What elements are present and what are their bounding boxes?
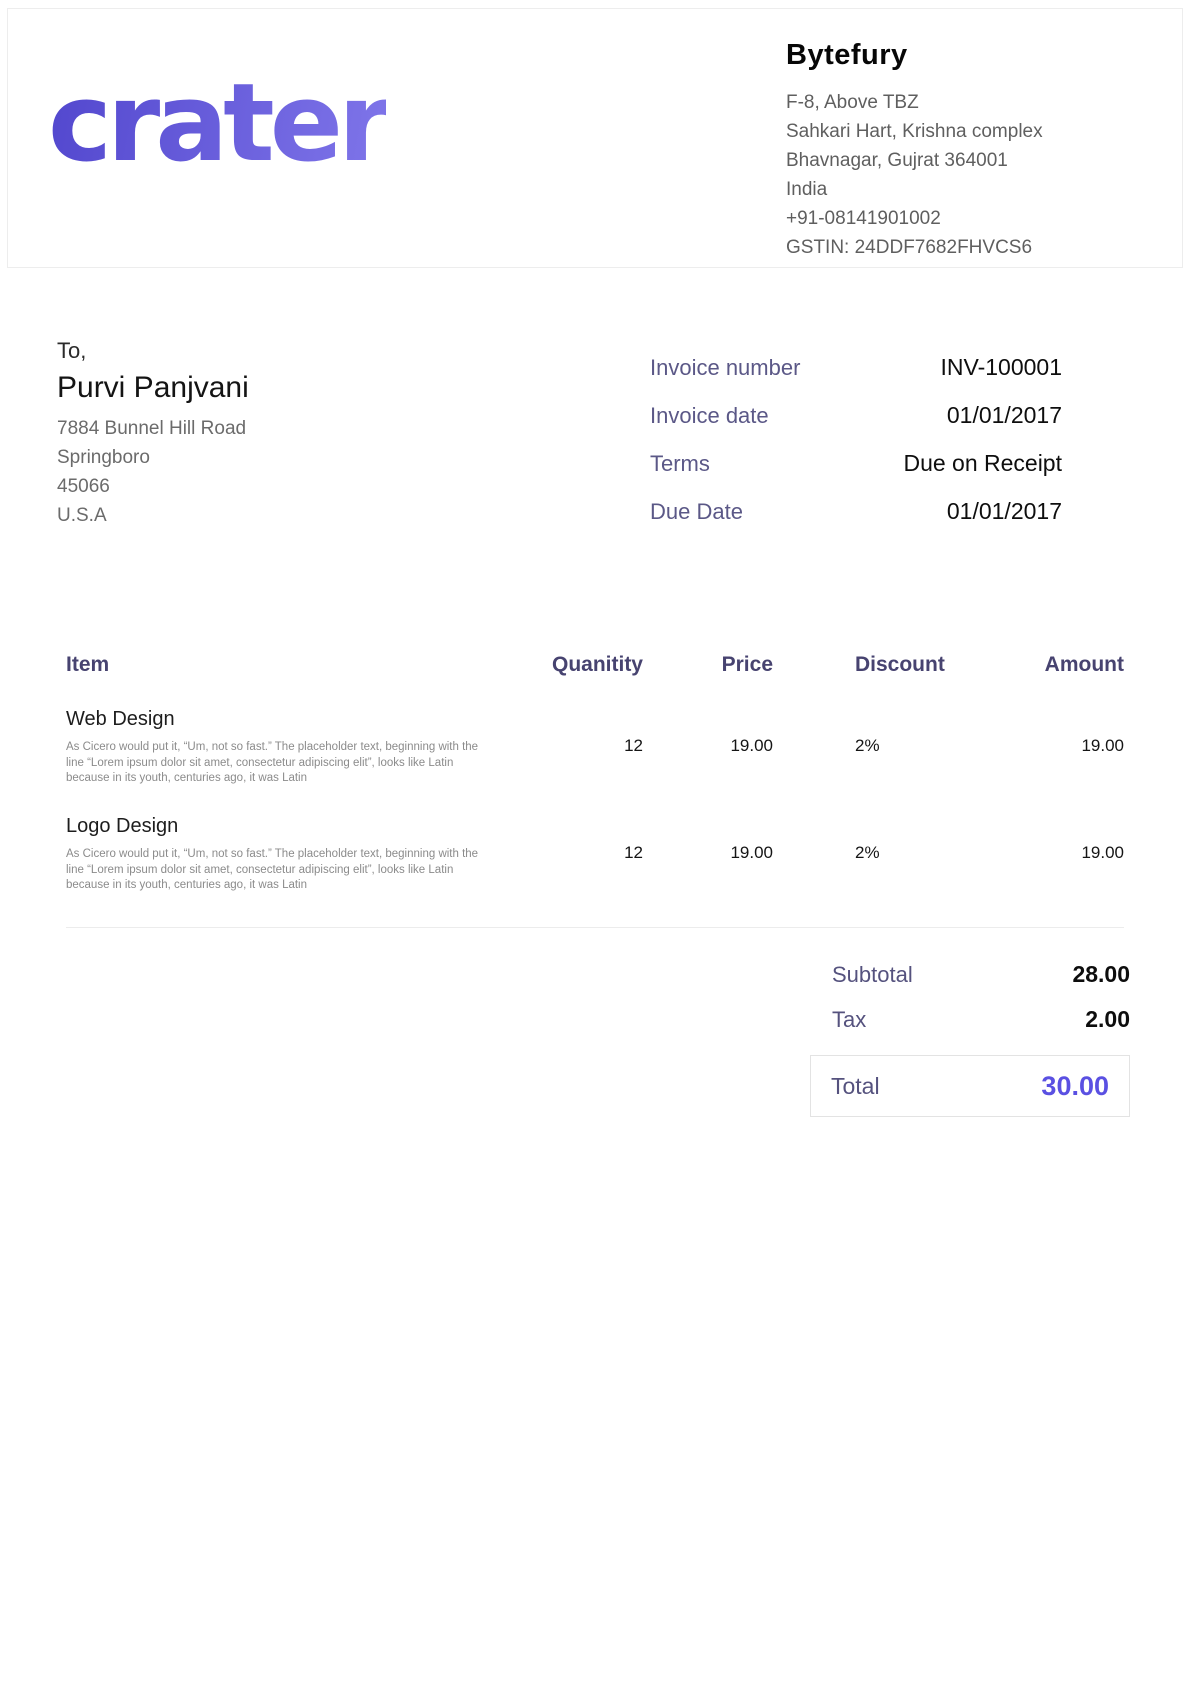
invoice-date-label: Invoice date	[650, 403, 769, 428]
terms-value: Due on Receipt	[903, 450, 1062, 476]
subtotal-label: Subtotal	[832, 962, 913, 987]
item-discount: 2%	[855, 843, 880, 863]
item-price: 19.00	[730, 736, 773, 756]
total-value: 30.00	[1041, 1070, 1109, 1101]
company-address-line: Bhavnagar, Gujrat 364001	[786, 150, 1008, 171]
invoice-number-value: INV-100001	[940, 354, 1062, 380]
item-name: Web Design	[66, 708, 175, 730]
item-column-header: Item	[66, 653, 110, 676]
terms-label: Terms	[650, 451, 710, 476]
invoice-date-row: Invoice date 01/01/2017	[650, 400, 1062, 431]
item-discount: 2%	[855, 736, 880, 756]
tax-value: 2.00	[1085, 1006, 1130, 1032]
company-info: Bytefury F-8, Above TBZ Sahkari Hart, Kr…	[786, 39, 1166, 262]
item-description: As Cicero would put it, “Um, not so fast…	[66, 848, 479, 891]
crater-logo: crater	[48, 61, 391, 186]
company-address: F-8, Above TBZ Sahkari Hart, Krishna com…	[786, 88, 1166, 262]
due-date-row: Due Date 01/01/2017	[650, 496, 1062, 527]
totals-block: Subtotal 28.00 Tax 2.00 Total 30.00	[810, 960, 1130, 1117]
terms-row: Terms Due on Receipt	[650, 448, 1062, 479]
invoice-number-label: Invoice number	[650, 355, 801, 380]
company-name: Bytefury	[786, 39, 908, 71]
customer-address-line: 7884 Bunnel Hill Road	[57, 418, 247, 439]
item-name: Logo Design	[66, 815, 179, 837]
table-row: Logo Design As Cicero would put it, “Um,…	[66, 813, 1124, 894]
amount-column-header: Amount	[1044, 653, 1124, 676]
company-address-line: Sahkari Hart, Krishna complex	[786, 121, 1043, 142]
item-description: As Cicero would put it, “Um, not so fast…	[66, 741, 479, 784]
item-price: 19.00	[730, 843, 773, 863]
tax-row: Tax 2.00	[810, 1005, 1130, 1034]
total-box: Total 30.00	[810, 1055, 1130, 1117]
company-gstin: GSTIN: 24DDF7682FHVCS6	[786, 237, 1033, 258]
customer-address-line: Springboro	[57, 447, 150, 468]
customer-address: 7884 Bunnel Hill Road Springboro 45066 U…	[57, 414, 487, 530]
item-amount: 19.00	[1081, 843, 1124, 863]
price-column-header: Price	[721, 653, 773, 676]
quantity-column-header: Quanitity	[551, 653, 643, 676]
invoice-number-row: Invoice number INV-100001	[650, 352, 1062, 383]
table-bottom-divider	[66, 927, 1124, 928]
invoice-date-value: 01/01/2017	[946, 402, 1062, 428]
subtotal-value: 28.00	[1072, 961, 1130, 987]
due-date-label: Due Date	[650, 499, 743, 524]
due-date-value: 01/01/2017	[946, 498, 1062, 524]
subtotal-row: Subtotal 28.00	[810, 960, 1130, 989]
item-quantity: 12	[624, 736, 643, 756]
total-label: Total	[831, 1072, 880, 1099]
invoice-header: crater Bytefury F-8, Above TBZ Sahkari H…	[7, 8, 1183, 268]
item-cell: Web Design As Cicero would put it, “Um, …	[66, 706, 500, 787]
company-phone: +91-08141901002	[786, 208, 941, 229]
bill-to-block: To, Purvi Panjvani 7884 Bunnel Hill Road…	[57, 338, 487, 530]
table-row: Web Design As Cicero would put it, “Um, …	[66, 706, 1124, 787]
customer-address-line: U.S.A	[57, 505, 107, 526]
tax-label: Tax	[832, 1007, 867, 1032]
invoice-meta: Invoice number INV-100001 Invoice date 0…	[650, 352, 1062, 544]
items-table-header: Item Quanitity Price Discount Amount	[66, 652, 1124, 678]
item-cell: Logo Design As Cicero would put it, “Um,…	[66, 813, 500, 894]
customer-name: Purvi Panjvani	[57, 371, 249, 404]
customer-address-line: 45066	[57, 476, 110, 497]
discount-column-header: Discount	[855, 653, 945, 676]
bill-to-label: To,	[57, 338, 87, 363]
item-quantity: 12	[624, 843, 643, 863]
company-address-line: India	[786, 179, 828, 200]
company-address-line: F-8, Above TBZ	[786, 92, 919, 113]
item-amount: 19.00	[1081, 736, 1124, 756]
